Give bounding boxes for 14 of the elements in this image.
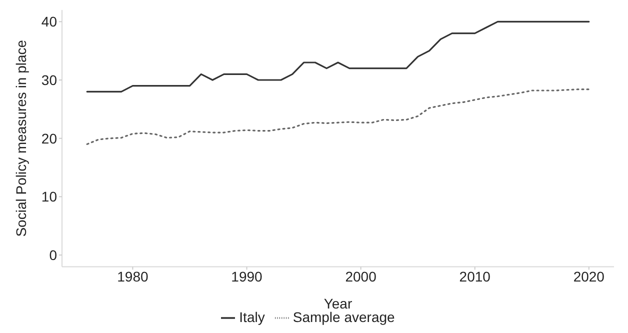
x-tick-label: 2000 (345, 268, 377, 285)
y-tick-label: 40 (41, 14, 58, 30)
x-tick-label: 2020 (573, 268, 605, 285)
line-series (86, 20, 590, 92)
y-tick-label: 30 (41, 72, 58, 88)
legend-label: Italy (239, 308, 265, 325)
line-series (86, 88, 590, 145)
x-tick-label: 1990 (231, 268, 263, 285)
y-tick-label: 0 (49, 247, 58, 264)
x-tick-label: 2010 (459, 268, 491, 285)
y-tick-label: 10 (41, 188, 58, 205)
y-axis-title: Social Policy measures in place (13, 40, 29, 237)
y-tick-label: 20 (41, 130, 58, 146)
x-tick-label: 1980 (117, 268, 148, 285)
